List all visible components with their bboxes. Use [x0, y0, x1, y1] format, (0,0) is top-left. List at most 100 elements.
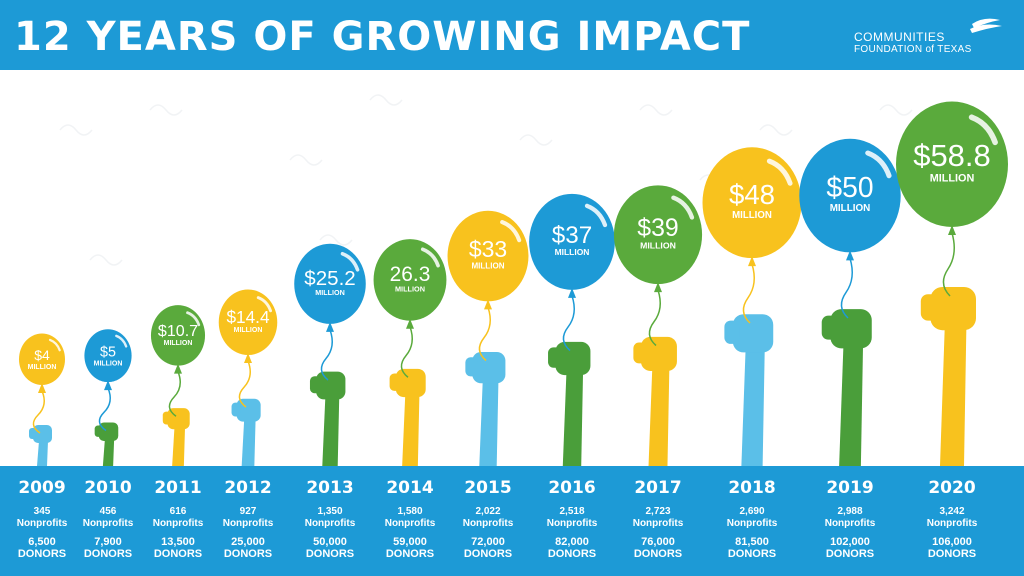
balloon-unit-label: MILLION	[555, 247, 590, 257]
donors-stat: 102,000 DONORS	[800, 536, 900, 560]
hand	[640, 336, 677, 371]
nonprofits-label: Nonprofits	[152, 518, 204, 529]
balloon-body	[702, 147, 802, 259]
balloon-value-label: $48	[729, 179, 775, 210]
year-label: 2011	[154, 478, 202, 498]
nonprofits-count: 1,350	[317, 506, 343, 517]
arm	[562, 371, 584, 466]
hand	[33, 425, 52, 443]
nonprofits-count: 1,580	[397, 506, 423, 517]
balloon-chart: $4MILLION$5MILLION$10.7MILLION$14.4MILLI…	[19, 94, 1008, 466]
balloon-body	[19, 333, 65, 385]
header-banner: 12 YEARS OF GROWING IMPACT COMMUNITIES F…	[0, 0, 1024, 70]
donors-label: DONORS	[633, 548, 683, 560]
balloon-knot	[568, 287, 576, 298]
balloon-unit-label: MILLION	[732, 210, 772, 221]
balloon-unit-label: MILLION	[830, 203, 871, 214]
stat-column-2019: 2019 2,988 Nonprofits 102,000 DONORS	[800, 478, 900, 560]
nonprofits-label: Nonprofits	[824, 518, 876, 529]
balloon-value-label: $4	[34, 347, 50, 363]
donors-count: 106,000	[932, 536, 972, 548]
year-label: 2012	[224, 478, 272, 498]
balloon-knot	[748, 256, 756, 267]
balloon-string	[742, 263, 755, 324]
balloon-highlight	[865, 150, 892, 179]
balloon-unit-label: MILLION	[28, 364, 57, 371]
balloon-knot	[406, 318, 414, 329]
hand	[98, 422, 119, 441]
year-label: 2015	[464, 478, 512, 498]
balloon-value-label: $39	[637, 215, 678, 242]
nonprofits-count: 2,690	[739, 506, 765, 517]
balloon-unit-label: MILLION	[395, 284, 425, 293]
balloon-knot	[38, 383, 46, 393]
donors-stat: 72,000 DONORS	[438, 536, 538, 560]
donors-stat: 13,500 DONORS	[128, 536, 228, 560]
balloon-highlight	[584, 203, 608, 228]
balloon-highlight	[186, 311, 201, 327]
hand	[472, 351, 506, 384]
donors-count: 25,000	[231, 536, 265, 548]
year-label: 2016	[548, 478, 596, 498]
donors-label: DONORS	[927, 548, 977, 560]
nonprofits-count: 3,242	[939, 506, 965, 517]
year-label: 2017	[634, 478, 682, 498]
hand	[732, 314, 774, 353]
nonprofits-label: Nonprofits	[462, 518, 514, 529]
nonprofits-stat: 3,242 Nonprofits	[902, 506, 1002, 530]
donors-stat: 81,500 DONORS	[702, 536, 802, 560]
balloon-body	[84, 329, 132, 383]
thumb	[231, 402, 241, 417]
balloon-value-label: $14.4	[226, 307, 270, 327]
donors-stat: 50,000 DONORS	[280, 536, 380, 560]
donors-label: DONORS	[727, 548, 777, 560]
donors-stat: 59,000 DONORS	[360, 536, 460, 560]
donors-count: 76,000	[641, 536, 675, 548]
arm	[839, 343, 864, 466]
nonprofits-stat: 345 Nonprofits	[0, 506, 92, 530]
balloon-knot	[174, 363, 182, 374]
balloon-body	[294, 243, 366, 324]
balloon-string	[400, 326, 413, 378]
balloon-value-label: $50	[826, 171, 873, 203]
nonprofits-stat: 1,350 Nonprofits	[280, 506, 380, 530]
nonprofits-label: Nonprofits	[222, 518, 274, 529]
nonprofits-label: Nonprofits	[384, 518, 436, 529]
thumb	[162, 411, 171, 425]
year-label: 2018	[728, 478, 776, 498]
balloon-string	[942, 232, 955, 297]
arm	[102, 438, 115, 466]
confetti-squiggle	[639, 104, 673, 116]
nonprofits-count: 345	[33, 506, 51, 517]
confetti-squiggle	[519, 134, 553, 146]
donors-stat: 82,000 DONORS	[522, 536, 622, 560]
arm	[172, 426, 186, 466]
balloon-knot	[104, 380, 112, 391]
balloon-string	[648, 289, 661, 347]
balloon-body	[373, 239, 447, 321]
confetti-squiggle	[369, 94, 403, 106]
balloon-unit-label: MILLION	[315, 288, 345, 297]
stat-column-2011: 2011 616 Nonprofits 13,500 DONORS	[128, 478, 228, 560]
arm	[402, 393, 420, 466]
stat-column-2012: 2012 927 Nonprofits 25,000 DONORS	[198, 478, 298, 560]
balloon-string	[98, 387, 111, 432]
balloon-knot	[846, 250, 854, 261]
donors-label: DONORS	[83, 548, 133, 560]
hand	[930, 287, 976, 331]
nonprofits-label: Nonprofits	[304, 518, 356, 529]
thumb	[920, 294, 938, 321]
balloon-knot	[244, 353, 252, 364]
thumb	[724, 320, 740, 344]
balloon-string	[320, 329, 333, 381]
nonprofits-label: Nonprofits	[632, 518, 684, 529]
hand	[316, 371, 346, 400]
nonprofits-count: 927	[239, 506, 257, 517]
donors-stat: 106,000 DONORS	[902, 536, 1002, 560]
foundation-logo: COMMUNITIES FOUNDATION of TEXAS	[854, 16, 1004, 56]
